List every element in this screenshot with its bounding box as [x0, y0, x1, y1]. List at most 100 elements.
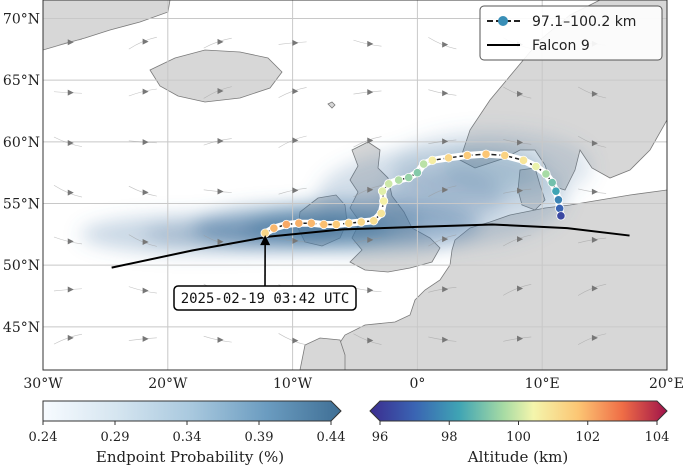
debris-point: [443, 153, 454, 163]
debris-point: [376, 208, 386, 218]
wind-arrowhead: [142, 335, 149, 342]
wind-arrowhead: [442, 41, 449, 48]
wind-arrowhead: [142, 287, 149, 294]
iberia: [299, 337, 346, 370]
wind-arrowhead: [442, 138, 449, 145]
colorbar-tick-label: 100: [506, 430, 531, 445]
wind-arrowhead: [517, 335, 524, 342]
debris-point: [379, 196, 389, 206]
debris-point: [356, 217, 366, 227]
wind-arrowhead: [517, 187, 524, 194]
wind-arrowhead: [217, 138, 224, 145]
latitude-label: 60°N: [3, 135, 40, 151]
debris-point: [404, 173, 414, 183]
longitude-label: 20°E: [649, 376, 684, 392]
latitude-label: 70°N: [3, 12, 40, 28]
falcon9-trajectory-line: [111, 223, 630, 269]
probability-colorbar-ticks: 0.24 0.29 0.34 0.39 0.44: [29, 421, 346, 445]
altitude-colorbar-bar: [369, 400, 668, 422]
probability-colorbar-bar: [42, 400, 342, 422]
altitude-colorbar-label: Altitude (km): [467, 448, 568, 466]
debris-point: [294, 218, 304, 228]
wind-arrowhead: [442, 336, 449, 343]
graticule: [43, 0, 667, 370]
colorbar-tick-label: 102: [575, 430, 600, 445]
debris-point: [481, 149, 491, 159]
wind-arrowhead: [67, 334, 74, 341]
wind-arrowhead: [292, 237, 299, 244]
longitude-label: 10°W: [273, 376, 313, 392]
debris-point: [384, 179, 394, 189]
wind-arrowhead: [367, 186, 374, 193]
debris-point: [377, 186, 388, 196]
wind-arrowhead: [217, 88, 224, 95]
colorbar-tick-label: 104: [645, 430, 670, 445]
map-area: [43, 0, 667, 370]
wind-arrowhead: [517, 285, 524, 292]
legend-debris-label: 97.1–100.2 km: [532, 14, 636, 30]
wind-arrowhead: [142, 189, 149, 196]
wind-arrowhead: [292, 337, 299, 344]
debris-point: [269, 223, 279, 233]
legend-frame: [479, 5, 663, 61]
wind-arrowhead: [142, 88, 149, 95]
wind-arrowhead: [591, 236, 598, 243]
debris-point: [344, 218, 354, 228]
annotation-frame: [173, 285, 357, 311]
longitude-label: 0°: [409, 376, 425, 392]
wind-arrowhead: [67, 286, 74, 293]
wind-arrowhead: [367, 89, 374, 96]
colorbar-probability: 0.24 0.29 0.34 0.39 0.44 Endpoint Probabilit…: [29, 400, 346, 466]
wind-arrowhead: [591, 188, 598, 195]
wind-arrowhead: [217, 336, 224, 343]
map-frame: [42, 0, 668, 371]
colorbar-tick-label: 0.24: [29, 430, 58, 445]
longitude-labels: 30°W 20°W 10°W 0° 10°E 20°E: [23, 376, 684, 392]
debris-point: [556, 211, 566, 221]
wind-arrowhead: [217, 38, 224, 45]
latitude-labels: 70°N 65°N 60°N 55°N 50°N 45°N: [3, 12, 40, 336]
colorbar-tick-label: 0.44: [317, 430, 346, 445]
wind-arrowhead: [591, 140, 598, 147]
debris-point: [531, 161, 541, 172]
wind-arrowhead: [517, 90, 524, 97]
wind-arrowhead: [367, 337, 374, 344]
wind-arrowhead: [217, 188, 224, 195]
debris-point: [462, 150, 472, 160]
colorbar-tick-label: 0.29: [101, 430, 130, 445]
debris-point: [369, 216, 379, 226]
wind-arrowhead: [442, 90, 449, 97]
latitude-label: 45°N: [3, 320, 40, 336]
wind-arrowhead: [67, 140, 74, 147]
wind-arrowhead: [367, 40, 374, 47]
legend-entry-falcon9: Falcon 9: [487, 38, 590, 54]
legend-debris-marker: [498, 16, 508, 26]
debris-point: [331, 219, 341, 230]
longitude-label: 30°W: [23, 376, 63, 392]
latitude-label: 65°N: [3, 73, 40, 89]
debris-track-points: [260, 149, 566, 238]
debris-point: [427, 155, 437, 165]
wind-arrowhead: [442, 186, 449, 193]
wind-arrowhead: [217, 238, 224, 245]
wind-arrowhead: [367, 137, 374, 144]
wind-arrowhead: [367, 287, 374, 294]
probability-blob-core: [142, 223, 268, 246]
wind-arrowhead: [67, 189, 74, 196]
wind-arrowhead: [591, 90, 598, 97]
legend-falcon9-label: Falcon 9: [532, 38, 590, 54]
wind-arrowhead: [517, 139, 524, 146]
debris-point: [412, 168, 422, 178]
wind-arrowhead: [67, 238, 74, 245]
longitude-label: 20°W: [148, 376, 188, 392]
annotation-box: 2025-02-19 03:42 UTC: [173, 285, 357, 311]
annotation-arrow-head: [260, 235, 271, 246]
wind-arrowhead: [442, 236, 449, 243]
wind-arrowhead: [142, 139, 149, 146]
wind-arrowhead: [67, 39, 74, 46]
debris-point: [547, 177, 557, 188]
annotation-text: 2025-02-19 03:42 UTC: [181, 291, 350, 307]
wind-arrowhead: [292, 137, 299, 144]
longitude-label: 10°E: [525, 376, 560, 392]
